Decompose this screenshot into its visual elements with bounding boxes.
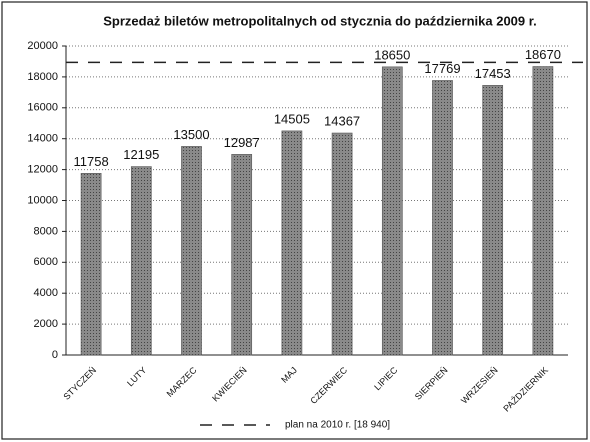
- bar: [281, 130, 303, 356]
- x-tick-label: WRZESIEŃ: [459, 365, 500, 406]
- x-tick-label: CZERWIEC: [308, 365, 349, 406]
- bar: [532, 66, 554, 356]
- chart-title: Sprzedaż biletów metropolitalnych od sty…: [103, 13, 536, 28]
- y-tick-label: 16000: [27, 102, 58, 114]
- y-tick-label: 4000: [34, 287, 58, 299]
- value-label: 17769: [424, 61, 460, 76]
- x-tick-label: MAJ: [279, 365, 299, 385]
- x-tick-label: SIERPIEŃ: [413, 365, 450, 402]
- bar: [381, 66, 403, 356]
- x-tick-label: LUTY: [125, 365, 148, 388]
- y-tick-label: 2000: [34, 318, 58, 330]
- bar: [130, 166, 152, 356]
- x-tick-label: LIPIEC: [372, 365, 400, 393]
- bar: [331, 132, 353, 356]
- y-tick-label: 14000: [27, 133, 58, 145]
- bar: [482, 85, 504, 356]
- bar: [432, 80, 453, 356]
- x-tick-label: PAŹDZIERNIK: [501, 365, 550, 414]
- y-tick-label: 10000: [27, 194, 58, 206]
- value-label: 12987: [224, 135, 260, 150]
- value-label: 12195: [123, 147, 159, 162]
- y-tick-label: 20000: [27, 40, 58, 52]
- value-label: 17453: [475, 66, 511, 81]
- x-tick-label: MARZEC: [165, 365, 199, 399]
- bar: [80, 173, 102, 356]
- bar: [181, 146, 202, 356]
- value-label: 14505: [274, 111, 310, 126]
- x-tick-label: STYCZEŃ: [61, 365, 98, 402]
- value-label: 13500: [173, 127, 209, 142]
- value-label: 18650: [374, 47, 410, 62]
- value-label: 11758: [74, 154, 109, 169]
- value-label: 14367: [324, 113, 360, 128]
- y-tick-label: 18000: [27, 71, 58, 83]
- y-tick-label: 12000: [27, 164, 58, 176]
- x-tick-label: KWIECIEŃ: [210, 365, 249, 404]
- y-tick-label: 8000: [34, 225, 58, 237]
- bar: [231, 154, 253, 356]
- y-tick-label: 0: [52, 349, 58, 361]
- legend-label: plan na 2010 r. [18 940]: [285, 420, 390, 431]
- y-tick-label: 6000: [34, 256, 58, 268]
- value-label: 18670: [525, 47, 561, 62]
